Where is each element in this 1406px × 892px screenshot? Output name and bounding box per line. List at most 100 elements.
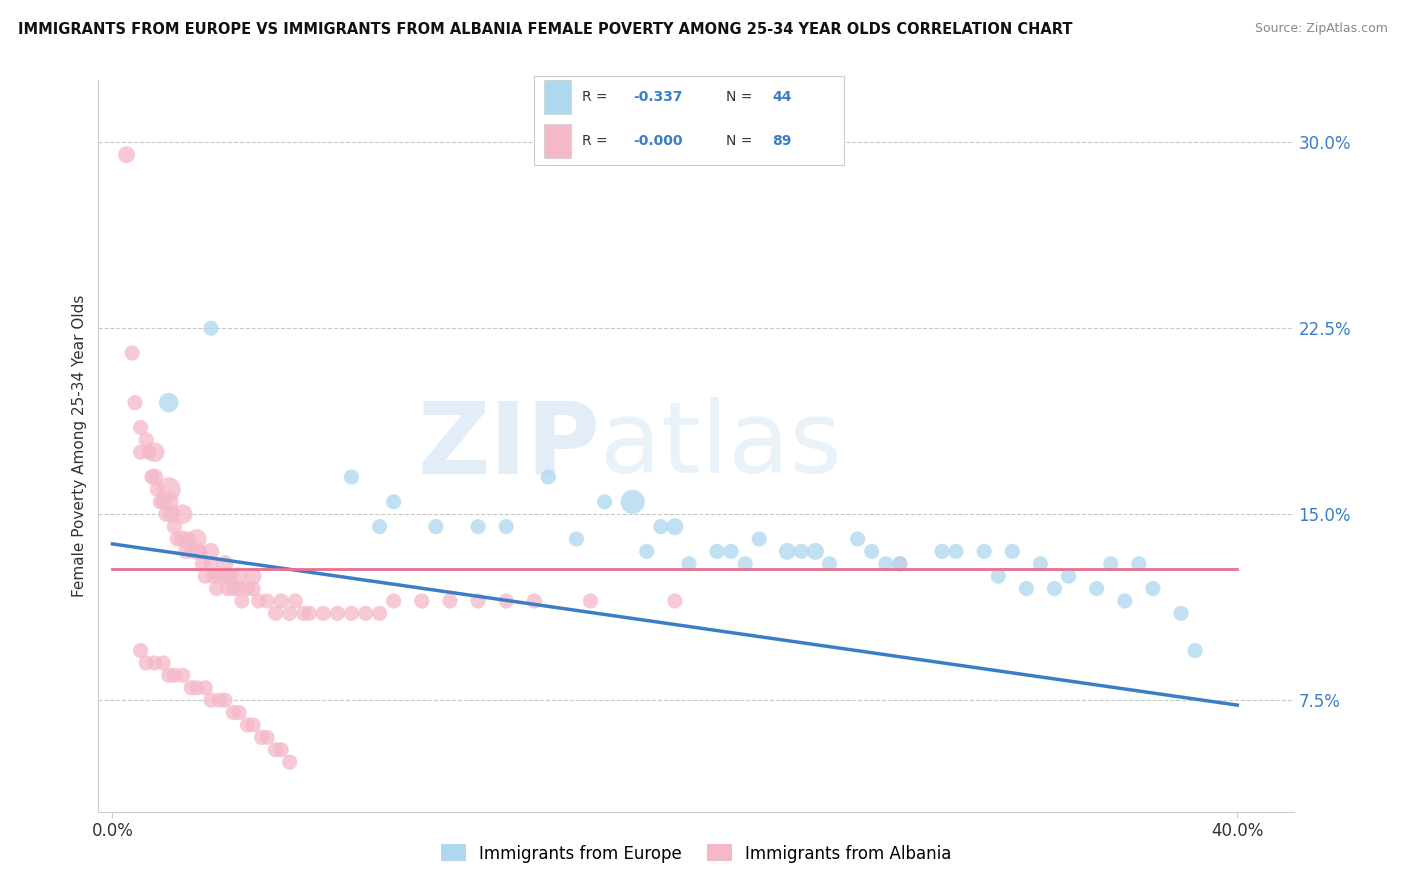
Text: N =: N = <box>725 90 756 104</box>
Point <box>186 544 208 558</box>
Point <box>146 483 169 497</box>
Point <box>115 147 138 161</box>
Point <box>278 607 301 621</box>
Point <box>222 582 245 596</box>
Point <box>242 718 264 732</box>
Point <box>152 495 174 509</box>
Point <box>135 433 157 447</box>
Point <box>776 544 799 558</box>
Point <box>593 495 616 509</box>
Text: R =: R = <box>582 134 612 148</box>
Text: -0.337: -0.337 <box>633 90 683 104</box>
Point <box>188 544 211 558</box>
Point <box>748 532 770 546</box>
Point <box>214 569 236 583</box>
Point <box>200 321 222 335</box>
Text: ZIP: ZIP <box>418 398 600 494</box>
Text: IMMIGRANTS FROM EUROPE VS IMMIGRANTS FROM ALBANIA FEMALE POVERTY AMONG 25-34 YEA: IMMIGRANTS FROM EUROPE VS IMMIGRANTS FRO… <box>18 22 1073 37</box>
Point <box>411 594 433 608</box>
Point <box>143 656 166 670</box>
Point <box>228 582 250 596</box>
Point <box>231 594 253 608</box>
Point <box>163 668 186 682</box>
Point <box>804 544 827 558</box>
Point <box>1015 582 1038 596</box>
Point <box>157 395 180 409</box>
Point <box>256 731 278 745</box>
Point <box>222 706 245 720</box>
Point <box>242 569 264 583</box>
Point <box>236 582 259 596</box>
Point <box>152 656 174 670</box>
Point <box>202 569 225 583</box>
Point <box>160 507 183 521</box>
Point <box>537 470 560 484</box>
Point <box>298 607 321 621</box>
Point <box>664 594 686 608</box>
Point <box>141 470 163 484</box>
Point <box>177 532 200 546</box>
Point <box>790 544 813 558</box>
Point <box>121 346 143 360</box>
Point <box>157 495 180 509</box>
Point <box>706 544 728 558</box>
FancyBboxPatch shape <box>544 80 571 114</box>
Point <box>467 594 489 608</box>
Point <box>143 445 166 459</box>
Point <box>734 557 756 571</box>
Point <box>382 594 405 608</box>
Point <box>1029 557 1052 571</box>
Point <box>621 495 644 509</box>
Point <box>945 544 967 558</box>
Point <box>163 519 186 533</box>
Point <box>143 470 166 484</box>
Point <box>264 607 287 621</box>
Point <box>247 594 270 608</box>
Point <box>172 507 194 521</box>
Point <box>495 519 517 533</box>
Point <box>228 569 250 583</box>
Text: -0.000: -0.000 <box>633 134 683 148</box>
Point <box>129 643 152 657</box>
Point <box>818 557 841 571</box>
Point <box>278 755 301 769</box>
Point <box>678 557 700 571</box>
Point <box>1043 582 1066 596</box>
Point <box>720 544 742 558</box>
Point <box>205 582 228 596</box>
Point <box>973 544 995 558</box>
Point <box>425 519 447 533</box>
Point <box>228 706 250 720</box>
Point <box>368 607 391 621</box>
Point <box>354 607 377 621</box>
Point <box>368 519 391 533</box>
Text: 44: 44 <box>772 90 792 104</box>
Point <box>180 681 202 695</box>
Point <box>157 483 180 497</box>
Point <box>931 544 953 558</box>
Point <box>157 668 180 682</box>
Point <box>439 594 461 608</box>
Legend: Immigrants from Europe, Immigrants from Albania: Immigrants from Europe, Immigrants from … <box>434 838 957 869</box>
Point <box>650 519 672 533</box>
Point <box>191 557 214 571</box>
Point <box>1170 607 1192 621</box>
Point <box>340 470 363 484</box>
Point <box>565 532 588 546</box>
Point <box>194 681 217 695</box>
Text: R =: R = <box>582 90 612 104</box>
Point <box>172 668 194 682</box>
Point <box>889 557 911 571</box>
Point <box>219 569 242 583</box>
Point <box>194 569 217 583</box>
Point <box>214 693 236 707</box>
Point <box>1114 594 1136 608</box>
Point <box>256 594 278 608</box>
Text: atlas: atlas <box>600 398 842 494</box>
Point <box>186 681 208 695</box>
Point <box>270 594 292 608</box>
Point <box>217 582 239 596</box>
Point <box>1001 544 1024 558</box>
Point <box>186 532 208 546</box>
Point <box>889 557 911 571</box>
